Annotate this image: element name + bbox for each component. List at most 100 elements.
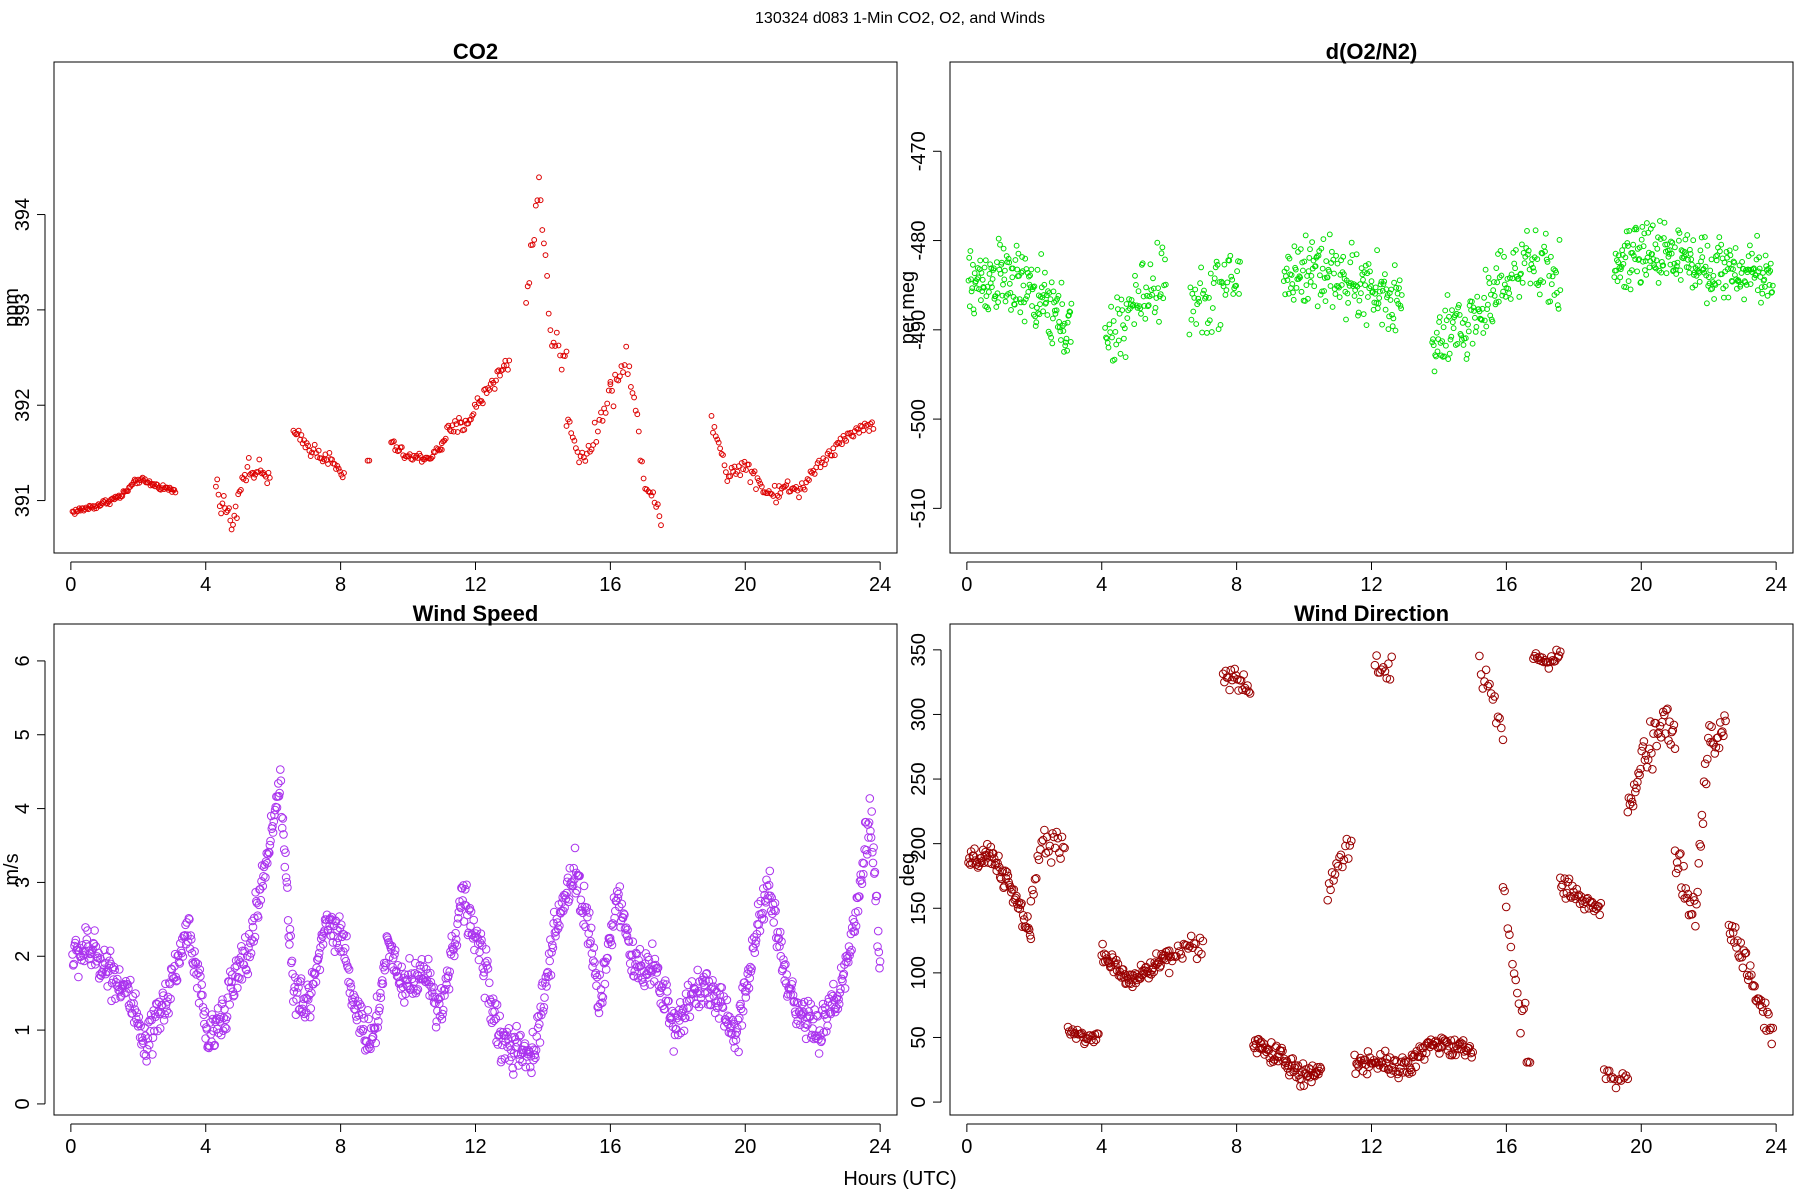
data-point bbox=[1301, 258, 1308, 265]
data-point bbox=[977, 857, 987, 866]
data-point bbox=[326, 450, 333, 456]
data-point bbox=[233, 983, 242, 993]
data-point bbox=[1614, 278, 1621, 285]
data-point bbox=[246, 949, 256, 958]
data-point bbox=[282, 877, 292, 887]
data-point bbox=[1436, 314, 1443, 321]
data-point bbox=[1462, 316, 1468, 323]
data-point bbox=[1336, 294, 1343, 301]
data-point bbox=[733, 1023, 742, 1033]
data-point bbox=[1394, 1073, 1403, 1083]
data-point bbox=[1531, 268, 1537, 275]
x-tick-label: 4 bbox=[200, 574, 211, 596]
data-point bbox=[829, 452, 835, 459]
data-point bbox=[1512, 265, 1518, 272]
data-point bbox=[804, 476, 811, 482]
data-point bbox=[335, 465, 342, 472]
data-point bbox=[855, 876, 865, 886]
y-tick-label: 200 bbox=[908, 827, 930, 860]
data-point bbox=[873, 942, 882, 951]
data-point bbox=[134, 480, 140, 487]
data-point bbox=[801, 1019, 810, 1029]
data-point bbox=[1486, 280, 1493, 287]
data-point bbox=[1745, 253, 1752, 260]
data-point bbox=[1749, 250, 1755, 257]
data-point bbox=[669, 1047, 679, 1056]
data-point bbox=[652, 968, 662, 977]
data-point bbox=[1448, 333, 1455, 340]
data-point bbox=[1764, 292, 1771, 299]
data-point bbox=[561, 894, 571, 904]
data-point bbox=[209, 1041, 219, 1051]
data-point bbox=[615, 882, 625, 891]
data-point bbox=[1655, 280, 1662, 286]
data-point bbox=[1503, 924, 1513, 933]
data-point bbox=[175, 959, 184, 968]
data-point bbox=[250, 932, 260, 942]
data-point bbox=[1196, 298, 1202, 305]
data-point bbox=[366, 457, 373, 464]
data-point bbox=[867, 807, 877, 816]
data-point bbox=[256, 456, 263, 463]
data-point bbox=[311, 441, 318, 448]
data-point bbox=[1034, 855, 1044, 865]
data-point bbox=[599, 417, 606, 424]
data-point bbox=[444, 971, 453, 981]
data-point bbox=[1623, 284, 1629, 291]
y-tick-label: 300 bbox=[908, 698, 930, 731]
data-point bbox=[1284, 277, 1291, 284]
data-point bbox=[1156, 318, 1162, 325]
data-point bbox=[1061, 348, 1067, 355]
data-point bbox=[830, 445, 837, 452]
x-tick-label: 20 bbox=[734, 1136, 756, 1158]
data-point bbox=[1295, 249, 1301, 255]
data-point bbox=[1129, 303, 1136, 309]
data-point bbox=[280, 862, 290, 872]
data-point bbox=[758, 908, 767, 918]
data-point bbox=[265, 840, 275, 850]
data-point bbox=[205, 1041, 214, 1051]
data-point bbox=[1721, 716, 1730, 726]
data-point bbox=[627, 950, 637, 960]
data-point bbox=[487, 381, 494, 387]
data-point bbox=[1539, 657, 1548, 667]
data-point bbox=[1044, 312, 1051, 318]
data-point bbox=[1098, 939, 1107, 949]
data-point bbox=[256, 895, 266, 905]
data-point bbox=[210, 1040, 219, 1050]
data-point bbox=[1054, 295, 1061, 302]
data-point bbox=[714, 1014, 724, 1023]
data-point bbox=[979, 276, 986, 283]
data-point bbox=[1178, 954, 1187, 963]
data-point bbox=[142, 1045, 152, 1054]
data-point bbox=[1630, 252, 1637, 259]
data-point bbox=[981, 264, 988, 271]
data-point bbox=[1286, 255, 1293, 262]
data-point bbox=[1704, 733, 1713, 743]
data-point bbox=[134, 1012, 144, 1022]
data-point bbox=[1561, 894, 1571, 903]
data-point bbox=[529, 1055, 538, 1065]
data-point bbox=[627, 966, 636, 976]
data-point bbox=[1672, 858, 1682, 867]
data-point bbox=[610, 403, 617, 410]
x-tick-label: 24 bbox=[1765, 1136, 1787, 1158]
data-point bbox=[1498, 272, 1505, 279]
data-point bbox=[1191, 939, 1200, 949]
data-point bbox=[1188, 316, 1195, 323]
data-point bbox=[234, 515, 240, 521]
data-point bbox=[462, 880, 471, 890]
data-point bbox=[241, 471, 248, 478]
data-series-co2 bbox=[69, 174, 877, 533]
data-point bbox=[163, 992, 173, 1002]
data-point bbox=[1043, 299, 1049, 306]
data-point bbox=[1747, 281, 1754, 288]
data-point bbox=[1172, 952, 1181, 961]
data-point bbox=[229, 990, 239, 1000]
data-point bbox=[1525, 251, 1531, 258]
data-point bbox=[1332, 291, 1339, 297]
data-point bbox=[1278, 1046, 1287, 1056]
data-point bbox=[558, 366, 565, 373]
data-point bbox=[1491, 279, 1497, 285]
data-point bbox=[590, 958, 599, 967]
